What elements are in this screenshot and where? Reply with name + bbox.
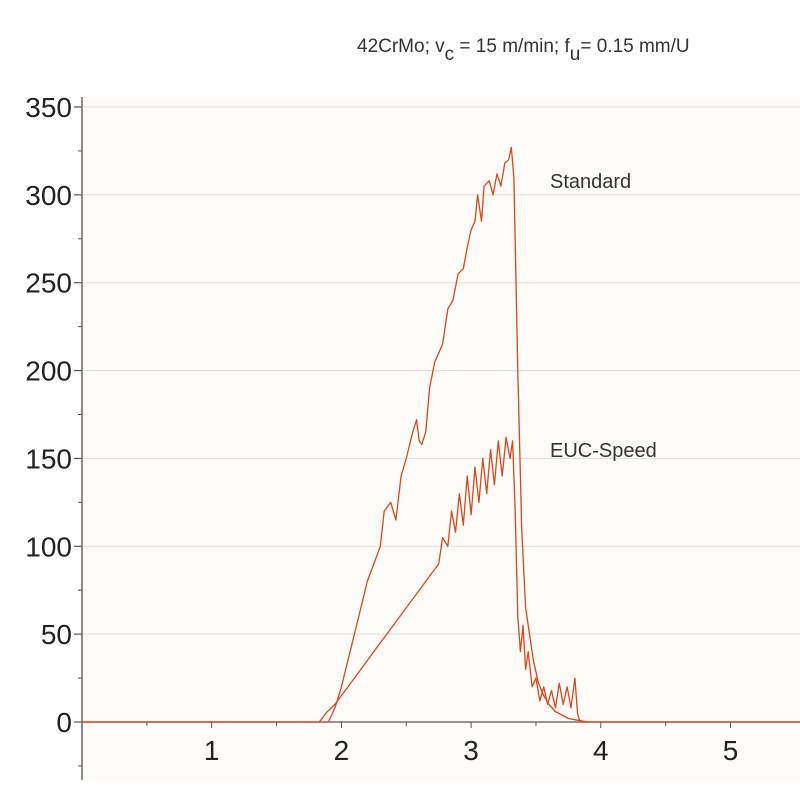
- x-tick-label: 2: [334, 735, 350, 766]
- plot-background: [82, 97, 800, 780]
- series-label: EUC-Speed: [550, 440, 657, 462]
- series-label: Standard: [550, 171, 631, 193]
- series-line-standard: [82, 146, 800, 723]
- title-material: 42CrMo; v: [357, 36, 445, 57]
- title-fu-value: = 0.15 mm/U: [580, 36, 690, 57]
- y-tick-label: 350: [25, 92, 72, 123]
- title-vc-subscript: c: [444, 44, 455, 65]
- y-tick-label: 200: [25, 356, 72, 387]
- y-tick-label: 300: [25, 180, 72, 211]
- series-line-euc-speed: [82, 436, 800, 723]
- y-tick-label: 0: [56, 707, 72, 738]
- title-vc-value: = 15 m/min; f: [454, 36, 570, 57]
- x-tick-label: 3: [463, 735, 479, 766]
- x-tick-label: 5: [723, 735, 739, 766]
- chart-title: 42CrMo; vc = 15 m/min; fu= 0.15 mm/U: [357, 36, 690, 66]
- title-fu-subscript: u: [569, 44, 581, 65]
- x-tick-label: 1: [204, 735, 220, 766]
- y-tick-label: 50: [41, 619, 72, 650]
- y-tick-label: 150: [25, 443, 72, 474]
- y-tick-label: 250: [25, 268, 72, 299]
- y-tick-label: 100: [25, 531, 72, 562]
- x-tick-label: 4: [593, 735, 609, 766]
